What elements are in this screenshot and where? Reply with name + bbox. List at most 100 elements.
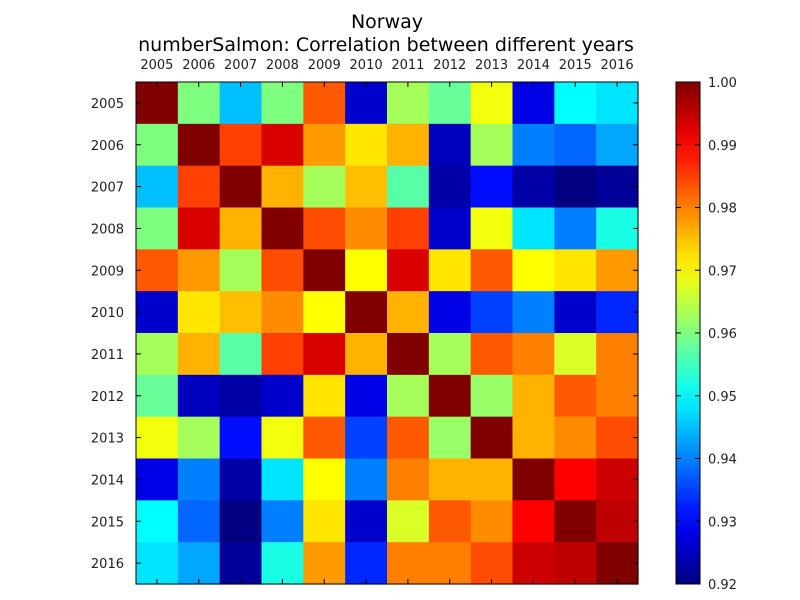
heatmap-cell [303,291,346,334]
heatmap-cell [345,165,388,209]
heatmap-cell [345,333,388,376]
heatmap-cell [512,333,555,376]
x-tick-label: 2013 [475,58,508,73]
heatmap-cell [554,333,597,376]
heatmap-cell [470,416,514,460]
heatmap-cell [219,374,263,418]
x-tick-label: 2012 [433,58,466,73]
heatmap-cell [261,416,304,460]
heatmap-cell [345,291,388,334]
colorbar-tick-label: 0.94 [708,453,737,468]
heatmap-cell [303,374,346,418]
y-tick-label: 2010 [91,306,124,321]
heatmap-cell [470,82,514,125]
heatmap-cell [303,500,346,543]
colorbar-tick-label: 0.93 [708,515,737,530]
heatmap-cell [136,291,179,334]
x-tick-label: 2016 [601,58,634,73]
heatmap-cell [219,542,263,585]
heatmap-cell [428,458,472,501]
heatmap-cell [261,165,304,209]
heatmap-cell [428,249,472,292]
heatmap-cell [136,249,179,292]
x-tick-label: 2009 [308,58,341,73]
heatmap-cell [177,123,221,167]
heatmap-cell [136,416,179,460]
heatmap-cell [596,249,639,292]
heatmap-cell [136,207,179,250]
x-tick-label: 2007 [224,58,257,73]
heatmap-cell [470,291,514,334]
heatmap-cell [219,333,263,376]
heatmap-cell [470,165,514,209]
heatmap-cell [512,291,555,334]
heatmap-cell [219,82,263,125]
heatmap-cell [387,165,430,209]
chart-subtitle: numberSalmon: Correlation between differ… [138,34,634,56]
heatmap-cell [261,123,304,167]
heatmap-cell [554,123,597,167]
heatmap-cell [512,165,555,209]
y-tick-label: 2005 [91,97,124,112]
heatmap-cell [177,165,221,209]
heatmap-cell [428,207,472,250]
heatmap-cell [596,123,639,167]
heatmap-cell [136,500,179,543]
heatmap-cell [345,207,388,250]
y-tick-label: 2012 [91,390,124,405]
heatmap-cell [219,123,263,167]
heatmap-cell [470,333,514,376]
heatmap-cell [345,542,388,585]
heatmap-cell [512,542,555,585]
heatmap-cell [596,458,639,501]
heatmap-cell [554,416,597,460]
heatmap-cell [554,542,597,585]
y-tick-label: 2016 [91,557,124,572]
heatmap-cell [596,333,639,376]
heatmap-cell [219,207,263,250]
heatmap-cell [428,165,472,209]
colorbar-tick-label: 1.00 [708,76,737,91]
heatmap-cell [428,123,472,167]
heatmap-cell [303,458,346,501]
colorbar-tick-label: 0.97 [708,264,737,279]
heatmap-cell [470,374,514,418]
heatmap-cell [387,416,430,460]
heatmap-cell [596,82,639,125]
heatmap-cell [387,123,430,167]
heatmap-cell [345,123,388,167]
heatmap-cell [387,249,430,292]
colorbar-tick-label: 0.92 [708,578,737,593]
heatmap-cell [512,207,555,250]
heatmap-cell [136,82,179,125]
heatmap-cell [554,207,597,250]
heatmap-cell [136,542,179,585]
heatmap-cell [554,165,597,209]
colorbar-tick-label: 0.96 [708,327,737,342]
heatmap-cell [303,82,346,125]
heatmap-cell [136,165,179,209]
colorbar-tick-label: 0.99 [708,139,737,154]
heatmap-cell [136,333,179,376]
heatmap-cell [387,207,430,250]
heatmap-cells [136,82,639,585]
heatmap-cell [596,165,639,209]
heatmap-cell [219,249,263,292]
heatmap-cell [261,542,304,585]
heatmap-cell [177,291,221,334]
heatmap-cell [470,500,514,543]
colorbar: 0.92 0.93 0.94 0.95 0.96 0.97 0.98 0.99 1.00 [675,76,737,593]
heatmap-cell [261,249,304,292]
heatmap-cell [219,458,263,501]
x-tick-label: 2014 [517,58,550,73]
heatmap-cell [345,500,388,543]
heatmap-cell [177,82,221,125]
heatmap-cell [596,416,639,460]
heatmap-cell [428,542,472,585]
heatmap-cell [512,249,555,292]
heatmap-cell [177,207,221,250]
colorbar-tick-label: 0.95 [708,390,737,405]
heatmap-cell [261,333,304,376]
heatmap-cell [387,291,430,334]
heatmap-cell [261,500,304,543]
